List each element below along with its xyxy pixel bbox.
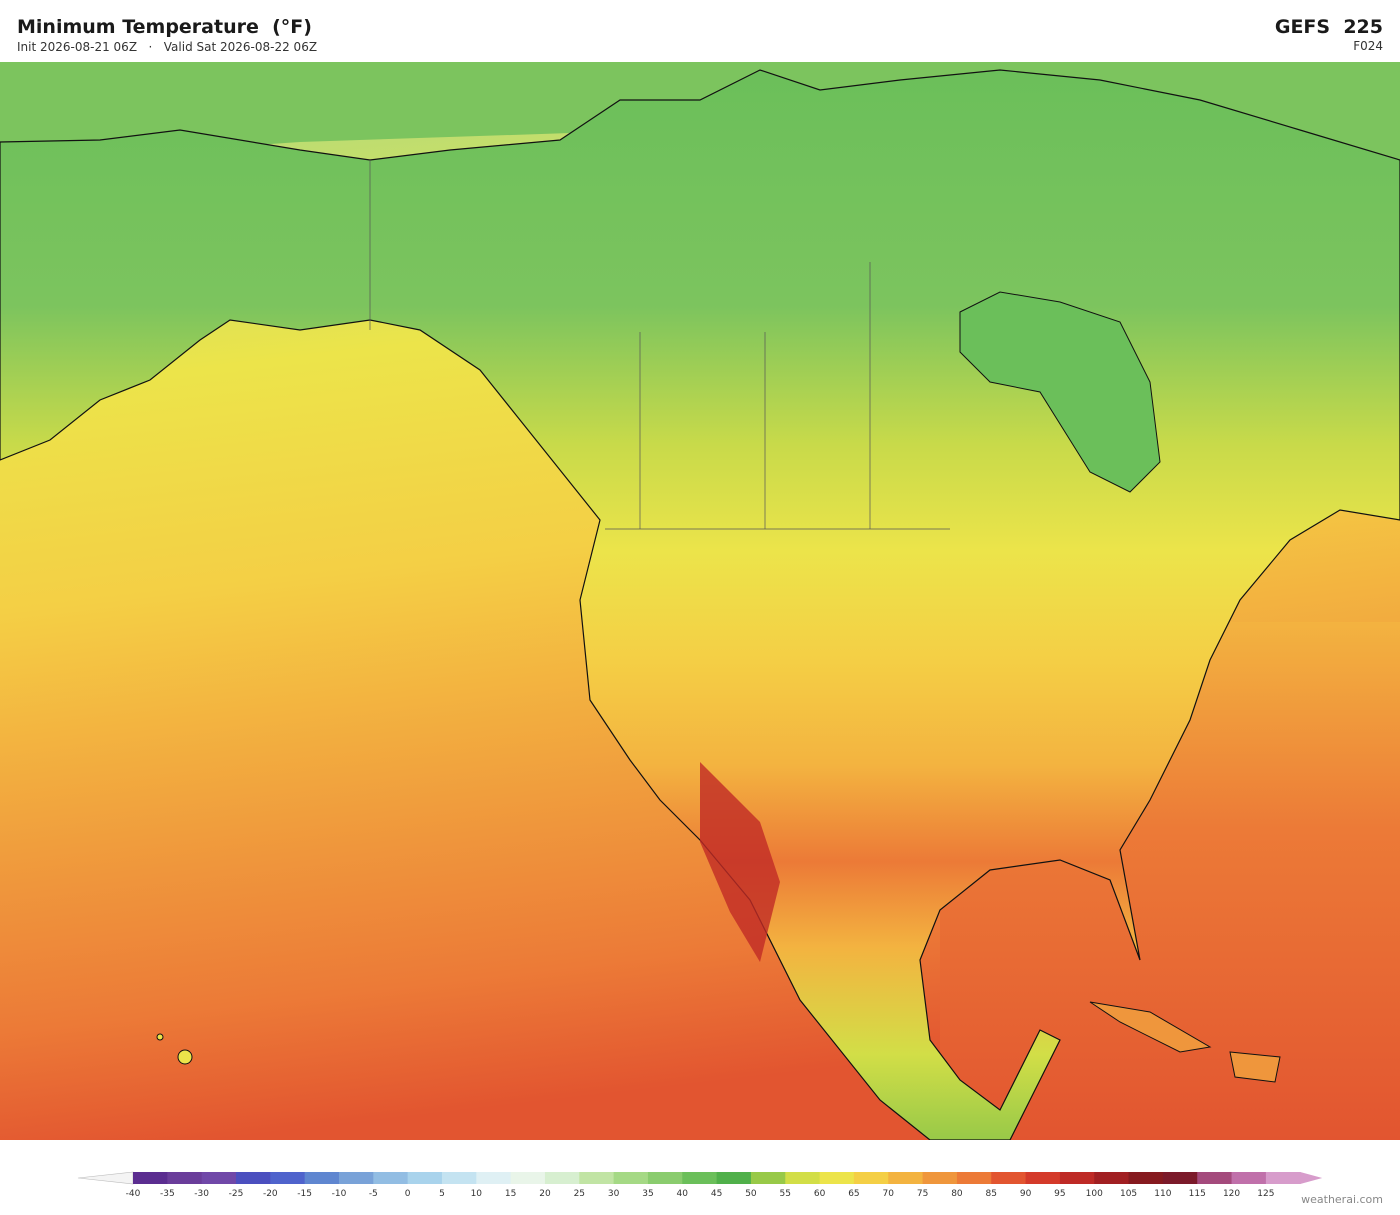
colorbar-segment (1094, 1172, 1130, 1184)
colorbar-label: 30 (608, 1189, 620, 1199)
colorbar-segment (373, 1172, 409, 1184)
colorbar-segment (133, 1172, 168, 1184)
colorbar-label: -30 (194, 1189, 209, 1199)
colorbar-label: 5 (439, 1189, 445, 1199)
colorbar-segment (544, 1172, 580, 1184)
colorbar-segment (441, 1172, 477, 1184)
colorbar-label: 115 (1189, 1189, 1206, 1199)
colorbar-label: 125 (1257, 1189, 1274, 1199)
colorbar-segment (1231, 1172, 1267, 1184)
valid-time: Valid Sat 2026-08-22 06Z (163, 40, 318, 54)
colorbar-label: -40 (126, 1189, 141, 1199)
colorbar-label: 75 (917, 1189, 928, 1199)
colorbar-segment (1059, 1172, 1095, 1184)
colorbar-segment (407, 1172, 443, 1184)
subtitle: Init 2026-08-21 06Z · Valid Sat 2026-08-… (17, 40, 317, 54)
colorbar-label: 0 (405, 1189, 411, 1199)
colorbar-label: 10 (471, 1189, 483, 1199)
colorbar-label: 90 (1020, 1189, 1032, 1199)
colorbar-segment (819, 1172, 855, 1184)
colorbar-segment (922, 1172, 958, 1184)
colorbar-segment (338, 1172, 374, 1184)
colorbar-segment (235, 1172, 271, 1184)
colorbar-segment (750, 1172, 786, 1184)
colorbar-label: 55 (780, 1189, 791, 1199)
colorbar-segment (201, 1172, 237, 1184)
colorbar-label: -5 (369, 1189, 378, 1199)
desert-heat (700, 762, 780, 962)
colorbar-segment (1197, 1172, 1233, 1184)
colorbar-label: 15 (505, 1189, 516, 1199)
colorbar-label: -20 (263, 1189, 278, 1199)
forecast-hour: F024 (1353, 39, 1383, 53)
colorbar-label: 60 (814, 1189, 826, 1199)
colorbar-label: 95 (1054, 1189, 1065, 1199)
colorbar-label: 100 (1086, 1189, 1103, 1199)
hawaii-islet (156, 1033, 164, 1041)
colorbar-label: 50 (745, 1189, 757, 1199)
colorbar-segment (510, 1172, 546, 1184)
colorbar-segment (270, 1172, 306, 1184)
colorbar-label: -10 (332, 1189, 347, 1199)
title: Minimum Temperature (°F) (17, 16, 312, 38)
colorbar-segment (888, 1172, 924, 1184)
colorbar-segment (1162, 1172, 1198, 1184)
colorbar-segment (853, 1172, 889, 1184)
colorbar-segment (1128, 1172, 1164, 1184)
cuba (1089, 1001, 1212, 1053)
colorbar-label: -15 (297, 1189, 312, 1199)
colorbar-label: 20 (539, 1189, 551, 1199)
init-time: Init 2026-08-21 06Z (17, 40, 138, 54)
separator: · (148, 40, 153, 54)
colorbar-label: -25 (229, 1189, 244, 1199)
colorbar-label: 65 (848, 1189, 859, 1199)
colorbar-label: 40 (677, 1189, 689, 1199)
colorbar-segment (476, 1172, 512, 1184)
hudson-bay (959, 291, 1161, 493)
colorbar-label: 45 (711, 1189, 722, 1199)
colorbar-label: -35 (160, 1189, 175, 1199)
colorbar-label: 120 (1223, 1189, 1240, 1199)
colorbar-segment (304, 1172, 340, 1184)
colorbar-segment (167, 1172, 203, 1184)
colorbar-label: 25 (574, 1189, 585, 1199)
hispaniola (1229, 1051, 1281, 1083)
model-name: GEFS 225 (1274, 16, 1383, 38)
colorbar-label: 105 (1120, 1189, 1137, 1199)
colorbar-label: 35 (642, 1189, 653, 1199)
colorbar-segment (1265, 1172, 1301, 1184)
colorbar-under (77, 1171, 134, 1185)
colorbar: -40 -35 -30 -25 -20 -15 -10 -5 0 5 10 15 20 25 30 35 40 4… (77, 1171, 1323, 1199)
hawaii (177, 1049, 193, 1065)
colorbar-label: 110 (1154, 1189, 1171, 1199)
colorbar-label: 70 (883, 1189, 895, 1199)
colorbar-segment (785, 1172, 821, 1184)
colorbar-segment (716, 1172, 752, 1184)
colorbar-segment (613, 1172, 649, 1184)
map (0, 62, 1400, 1140)
borders (369, 160, 950, 530)
colorbar-segment (647, 1172, 683, 1184)
colorbar-label: 85 (986, 1189, 997, 1199)
watermark: weatherai.com (1301, 1193, 1383, 1206)
colorbar-segment (579, 1172, 615, 1184)
colorbar-label: 80 (951, 1189, 963, 1199)
colorbar-segment (682, 1172, 718, 1184)
colorbar-over (1300, 1172, 1323, 1184)
colorbar-segment (1025, 1172, 1061, 1184)
colorbar-segment (956, 1172, 992, 1184)
colorbar-segment (991, 1172, 1027, 1184)
